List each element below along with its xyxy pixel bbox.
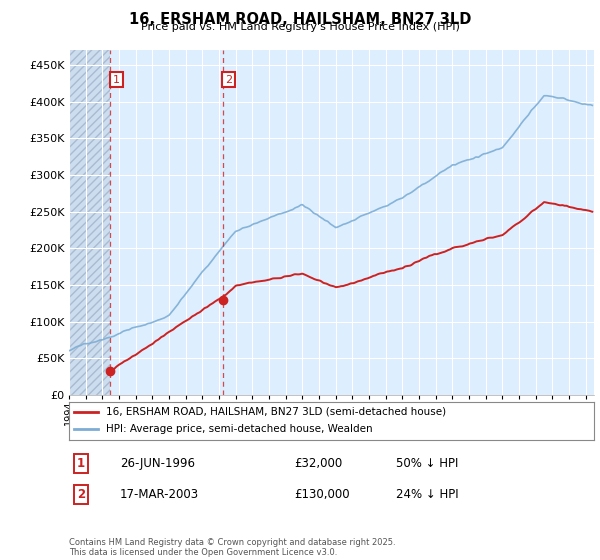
Text: Contains HM Land Registry data © Crown copyright and database right 2025.
This d: Contains HM Land Registry data © Crown c… xyxy=(69,538,395,557)
Text: Price paid vs. HM Land Registry's House Price Index (HPI): Price paid vs. HM Land Registry's House … xyxy=(140,22,460,32)
Text: 24% ↓ HPI: 24% ↓ HPI xyxy=(396,488,458,501)
Text: 2: 2 xyxy=(77,488,85,501)
Text: 16, ERSHAM ROAD, HAILSHAM, BN27 3LD: 16, ERSHAM ROAD, HAILSHAM, BN27 3LD xyxy=(129,12,471,27)
Bar xyxy=(69,50,110,395)
Text: £130,000: £130,000 xyxy=(294,488,350,501)
Text: 50% ↓ HPI: 50% ↓ HPI xyxy=(396,457,458,470)
Text: 16, ERSHAM ROAD, HAILSHAM, BN27 3LD (semi-detached house): 16, ERSHAM ROAD, HAILSHAM, BN27 3LD (sem… xyxy=(106,407,446,417)
Text: 1: 1 xyxy=(77,457,85,470)
Text: 1: 1 xyxy=(113,74,120,85)
Text: 17-MAR-2003: 17-MAR-2003 xyxy=(120,488,199,501)
Bar xyxy=(110,50,223,395)
Text: 26-JUN-1996: 26-JUN-1996 xyxy=(120,457,195,470)
Text: HPI: Average price, semi-detached house, Wealden: HPI: Average price, semi-detached house,… xyxy=(106,424,373,435)
Text: £32,000: £32,000 xyxy=(294,457,342,470)
Text: 2: 2 xyxy=(225,74,232,85)
